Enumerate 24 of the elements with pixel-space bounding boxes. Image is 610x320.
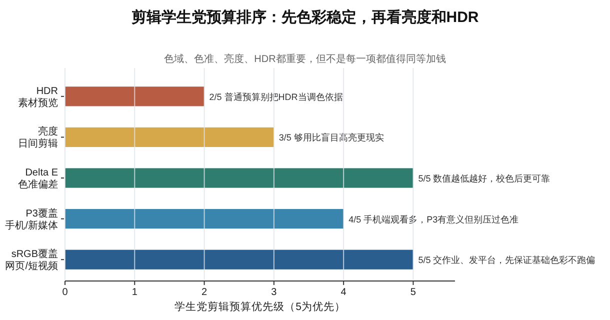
x-axis-title: 学生党剪辑预算优先级（5为优先） — [174, 300, 346, 313]
x-tick-label: 5 — [410, 287, 416, 298]
data-label: 3/5 够用比盲目高亮更现实 — [278, 132, 384, 143]
y-tick-label: 亮度日间剪辑 — [18, 126, 58, 150]
x-tick-label: 1 — [132, 287, 138, 298]
x-tick-label: 2 — [202, 287, 208, 298]
bar — [65, 209, 344, 229]
y-tick-label: Delta E 色准偏差 — [18, 168, 58, 190]
chart-title: 剪辑学生党预算排序：先色彩稳定，再看亮度和HDR — [131, 8, 479, 26]
y-tick-label: P3覆盖手机/新媒体 — [5, 207, 58, 232]
x-tick-label: 0 — [62, 287, 68, 298]
data-label: 5/5 交作业、发平台，先保证基础色彩不跑偏 — [418, 255, 596, 266]
data-label: 2/5 普通预算别把HDR当调色依据 — [209, 92, 343, 102]
bar — [65, 168, 414, 188]
bar — [65, 86, 204, 106]
y-tick-label: HDR 素材预览 — [18, 86, 58, 109]
data-label: 5/5 数值越低越好，校色后更可靠 — [418, 174, 550, 184]
y-tick-label: sRGB覆盖网页/短视频 — [5, 248, 58, 272]
bar — [65, 250, 414, 270]
chart-subtitle: 色域、色准、亮度、HDR都重要，但不是每一项都值得同等加钱 — [164, 53, 446, 65]
x-tick-label: 3 — [271, 287, 278, 298]
x-tick-label: 4 — [340, 287, 347, 298]
bar — [65, 127, 274, 147]
data-label: 4/5 手机端观看多，P3有意义但别压过色准 — [348, 214, 519, 224]
